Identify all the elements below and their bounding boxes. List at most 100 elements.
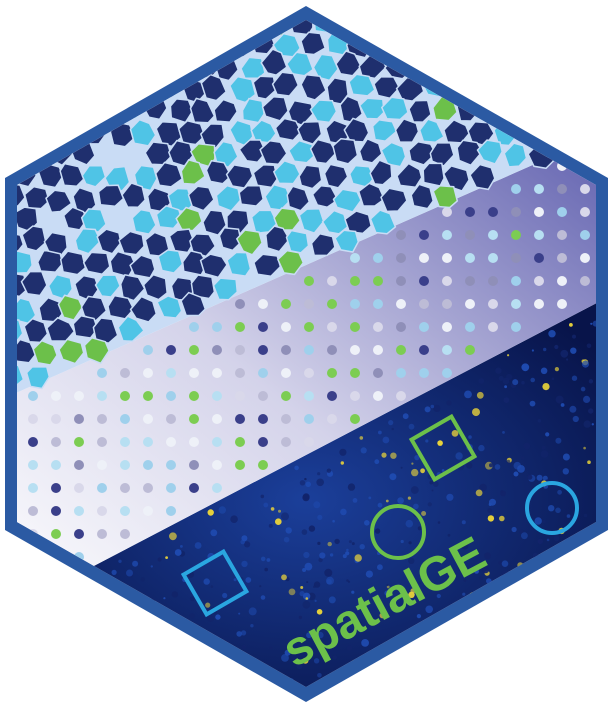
grid-spot [166, 414, 176, 424]
tissue-speckle [479, 483, 487, 492]
segmented-cell [155, 120, 183, 148]
tissue-speckle [410, 588, 416, 594]
segmented-cell [59, 28, 85, 55]
tissue-speckle [564, 553, 573, 562]
segmented-cell [190, 274, 216, 300]
grid-spot [143, 437, 153, 447]
segmented-cell [177, 119, 206, 146]
grid-spot [281, 345, 291, 355]
tissue-speckle [408, 423, 415, 430]
segmented-cell [156, 295, 183, 319]
tissue-speckle [543, 347, 547, 352]
segmented-cell [212, 277, 239, 301]
tissue-speckle [416, 657, 424, 665]
grid-spot [304, 391, 314, 401]
tissue-speckle [302, 657, 309, 664]
tissue-speckle [563, 600, 567, 604]
tissue-speckle [537, 623, 545, 631]
grid-spot [488, 207, 498, 217]
tissue-speckle [526, 662, 532, 667]
tissue-speckle [180, 545, 183, 548]
grid-spot [603, 161, 613, 171]
segmented-cell [286, 185, 311, 212]
tissue-speckle [281, 512, 289, 521]
grid-spot [396, 276, 406, 286]
tissue-speckle [304, 562, 313, 571]
tissue-speckle [218, 506, 226, 514]
tissue-speckle [425, 439, 429, 443]
grid-spot [327, 414, 337, 424]
segmented-cell [442, 165, 470, 192]
segmented-cell [487, 32, 514, 60]
tissue-speckle [340, 633, 347, 640]
tissue-speckle [241, 644, 247, 650]
grid-spot [442, 207, 452, 217]
segmented-cell [127, 29, 156, 58]
grid-spot [281, 437, 291, 447]
tissue-speckle [553, 643, 561, 651]
tissue-speckle [506, 459, 511, 464]
segmented-cell [180, 159, 207, 185]
grid-spot [350, 322, 360, 332]
tissue-speckle [111, 569, 117, 576]
segmented-cell [17, 77, 40, 102]
segmented-cell [259, 139, 288, 166]
grid-spot [373, 299, 383, 309]
grid-spot [97, 391, 107, 401]
tissue-speckle [121, 632, 130, 641]
tissue-speckle [346, 548, 349, 552]
segmented-cell [476, 139, 503, 165]
tissue-speckle [245, 577, 252, 583]
segmented-cell [80, 295, 108, 322]
tissue-speckle [314, 599, 317, 603]
segmented-cell [469, 163, 496, 191]
grid-spot [97, 460, 107, 470]
tissue-speckle [433, 481, 439, 487]
segmented-cell [380, 187, 408, 213]
segmented-cell [62, 206, 89, 231]
segmented-cell [200, 73, 228, 102]
segmented-cell [180, 33, 207, 59]
segmented-cell [422, 162, 445, 187]
tissue-speckle [551, 699, 558, 705]
segmented-cell [408, 20, 434, 36]
tissue-speckle [421, 511, 427, 516]
grid-spot [327, 276, 337, 286]
tissue-speckle [476, 391, 484, 399]
tissue-speckle [139, 674, 146, 681]
tissue-speckle [390, 666, 394, 670]
tissue-speckle [587, 460, 591, 465]
tissue-speckle [521, 456, 525, 460]
tissue-speckle [551, 377, 555, 381]
tissue-speckle [458, 673, 462, 677]
grid-spot [396, 322, 406, 332]
tissue-speckle [205, 602, 211, 608]
tissue-speckle [513, 471, 519, 477]
tissue-speckle [447, 533, 451, 537]
segmented-cell [18, 20, 48, 33]
grid-spot [442, 368, 452, 378]
tissue-speckle [387, 669, 394, 675]
grid-spot [557, 184, 567, 194]
segmented-cell [445, 0, 471, 16]
segmented-cell [31, 73, 58, 100]
segmented-cell [119, 273, 146, 302]
tissue-speckle [260, 556, 266, 562]
tissue-speckle [562, 453, 570, 461]
grid-spot [281, 414, 291, 424]
grid-spot [442, 322, 452, 332]
segmented-cell [94, 274, 121, 298]
tissue-speckle [384, 590, 390, 596]
tissue-speckle [329, 553, 334, 557]
tissue-speckle [34, 692, 37, 695]
tissue-speckle [497, 685, 502, 687]
segmented-cell [598, 96, 613, 119]
tissue-speckle [511, 622, 519, 629]
grid-spot [74, 483, 84, 493]
grid-spot [28, 414, 38, 424]
tissue-speckle [80, 668, 89, 676]
tissue-speckle [490, 609, 498, 617]
tissue-speckle [163, 597, 166, 600]
segmented-cell [563, 114, 592, 141]
grid-spot [51, 460, 61, 470]
